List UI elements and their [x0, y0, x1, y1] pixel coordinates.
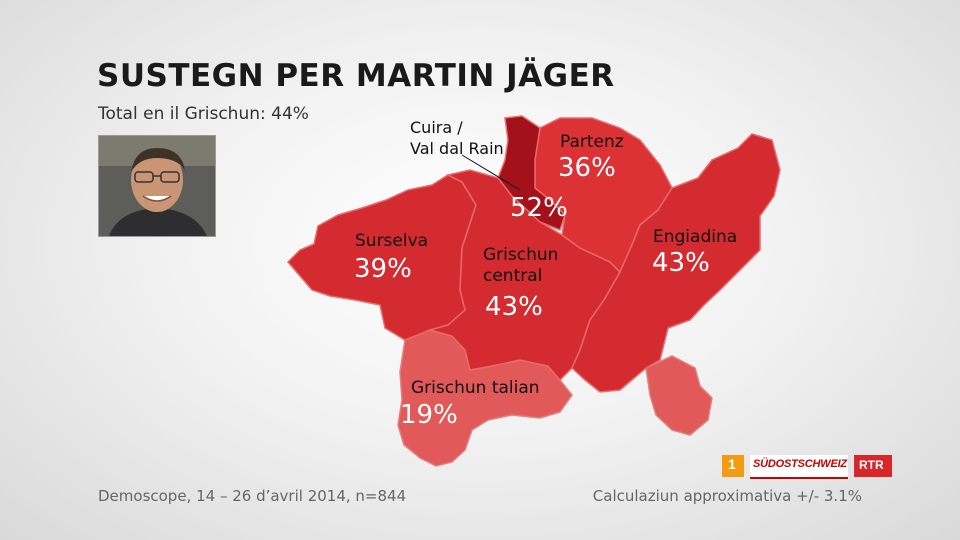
total-subtitle: Total en il Grischun: 44% [98, 104, 309, 124]
region-grischun-central[interactable] [427, 169, 621, 382]
value-surselva: 39% [354, 254, 412, 284]
label-cuira-line2: Val dal Rain [410, 139, 504, 158]
label-grischun-central-line1: Grischun [483, 245, 558, 265]
label-partenz: Partenz [560, 132, 624, 152]
portrait-image [99, 136, 215, 236]
label-surselva: Surselva [355, 231, 428, 251]
source-note: Demoscope, 14 – 26 d’avril 2014, n=844 [98, 487, 407, 505]
channel-one-logo: 1 [722, 455, 744, 477]
candidate-portrait [98, 135, 216, 237]
suedostschweiz-logo-text: SÜDOSTSCHWEIZ [753, 458, 847, 470]
value-grischun-talian: 19% [400, 400, 458, 430]
label-engiadina: Engiadina [653, 227, 737, 247]
rtr-logo-text: RTR [859, 458, 884, 472]
region-engiadina[interactable] [571, 133, 781, 393]
page-title: SUSTEGN PER MARTIN JÄGER [97, 58, 615, 94]
value-grischun-central: 43% [485, 292, 543, 322]
channel-one-logo-text: 1 [728, 456, 736, 472]
error-margin-note: Calculaziun approximativa +/- 3.1% [592, 487, 862, 505]
value-partenz: 36% [558, 153, 616, 183]
label-grischun-central-line2: central [483, 266, 542, 286]
suedostschweiz-logo: SÜDOSTSCHWEIZ [750, 455, 848, 479]
label-grischun-talian: Grischun talian [411, 378, 540, 398]
label-cuira-line1: Cuira / [410, 118, 463, 137]
value-engiadina: 43% [652, 248, 710, 278]
value-cuira: 52% [510, 193, 568, 223]
region-cuira[interactable] [497, 115, 566, 231]
cuira-leader-line [461, 154, 521, 191]
region-grischun-talian-east[interactable] [645, 355, 713, 436]
rtr-logo: RTR [854, 455, 892, 477]
